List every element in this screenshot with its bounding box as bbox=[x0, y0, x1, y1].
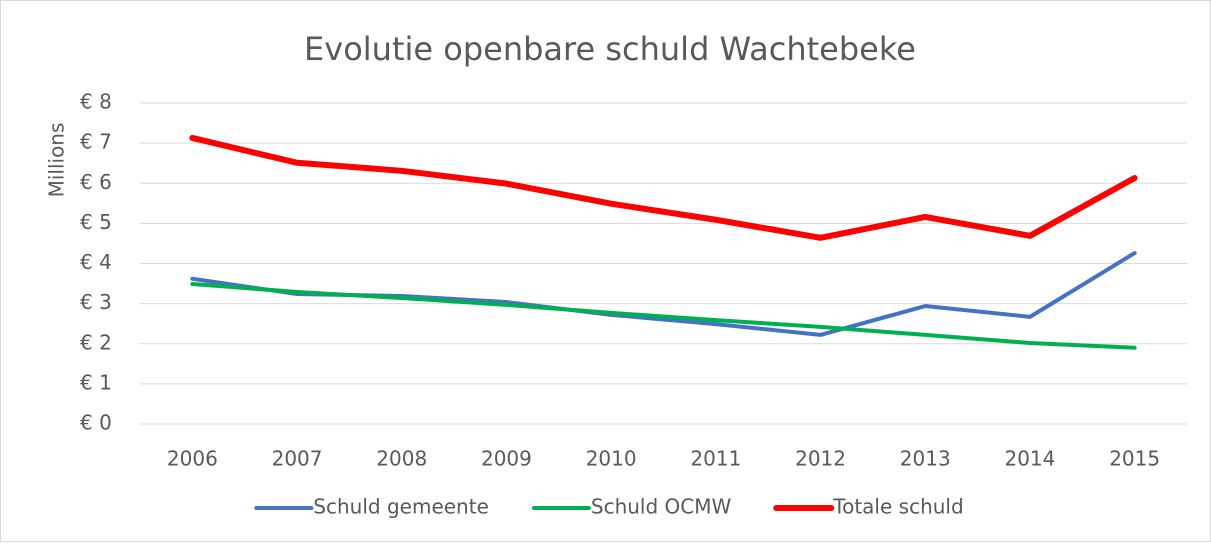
x-tick-label: 2006 bbox=[167, 447, 218, 471]
x-tick-label: 2007 bbox=[272, 447, 323, 471]
x-tick-label: 2008 bbox=[376, 447, 427, 471]
y-tick-label: € 0 bbox=[80, 411, 112, 435]
x-tick-label: 2011 bbox=[690, 447, 741, 471]
series-line bbox=[189, 134, 1138, 241]
x-tick-label: 2010 bbox=[586, 447, 637, 471]
y-tick-label: € 8 bbox=[80, 90, 112, 114]
legend-label: Schuld gemeente bbox=[313, 495, 489, 519]
x-tick-label: 2015 bbox=[1109, 447, 1160, 471]
y-tick-label: € 5 bbox=[80, 210, 112, 234]
y-tick-label: € 7 bbox=[80, 130, 112, 154]
x-tick-label: 2014 bbox=[1004, 447, 1055, 471]
y-tick-label: € 3 bbox=[80, 290, 112, 314]
x-tick-label: 2013 bbox=[900, 447, 951, 471]
chart-title: Evolutie openbare schuld Wachtebeke bbox=[304, 30, 916, 68]
legend-label: Totale schuld bbox=[832, 495, 963, 519]
x-tick-label: 2012 bbox=[795, 447, 846, 471]
series-line bbox=[190, 281, 1137, 350]
y-tick-label: € 4 bbox=[80, 250, 112, 274]
y-tick-label: € 1 bbox=[80, 370, 112, 394]
legend-label: Schuld OCMW bbox=[591, 495, 732, 519]
y-axis-label: Millions bbox=[45, 123, 69, 198]
y-tick-label: € 6 bbox=[80, 170, 112, 194]
y-tick-label: € 2 bbox=[80, 330, 112, 354]
x-tick-label: 2009 bbox=[481, 447, 532, 471]
